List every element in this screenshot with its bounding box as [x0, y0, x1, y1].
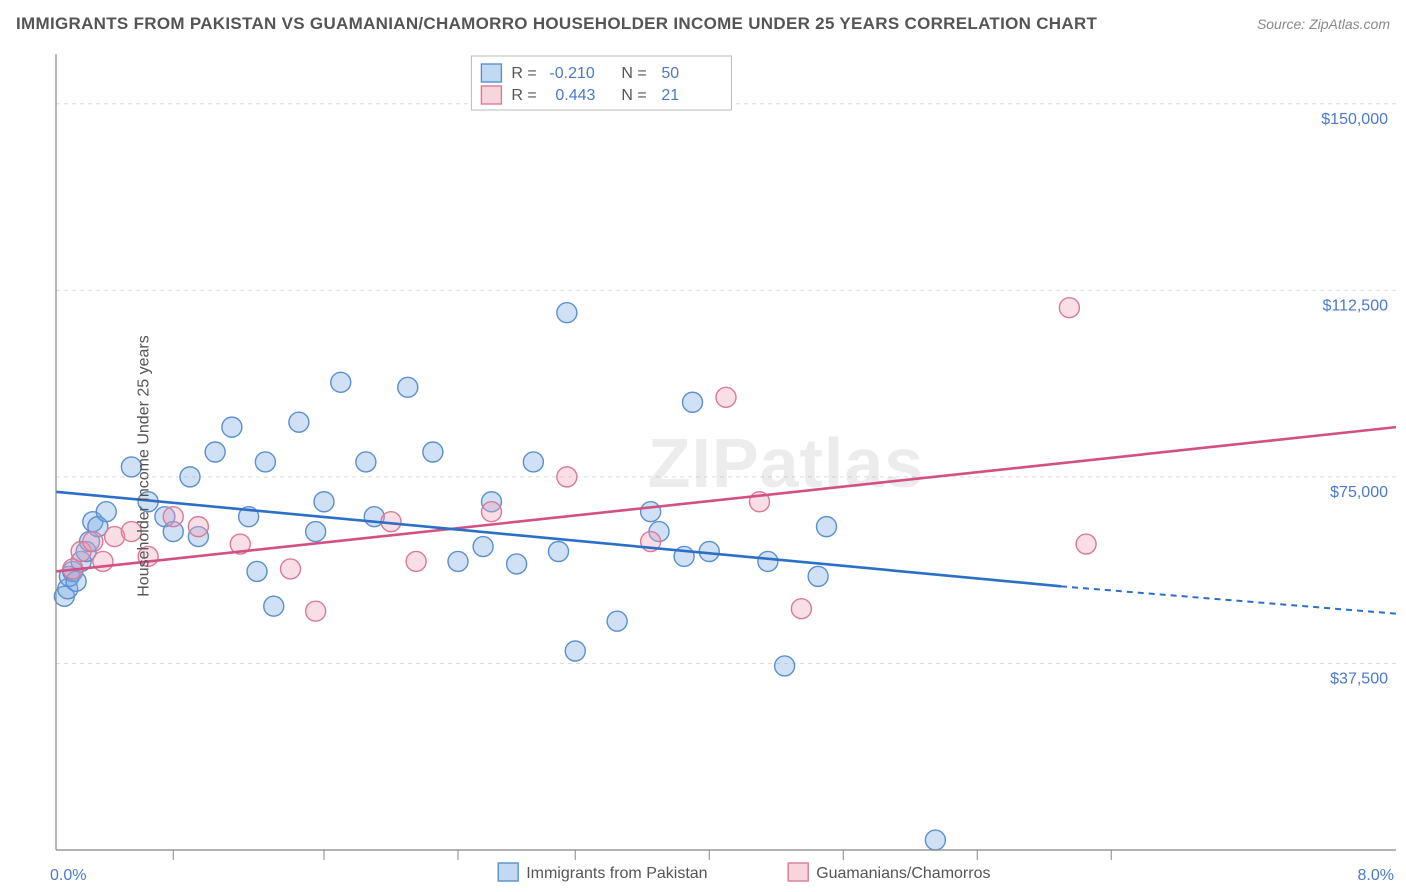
data-point [180, 467, 200, 487]
data-point [306, 601, 326, 621]
trend-line-blue-dashed [1061, 586, 1396, 613]
data-point [775, 656, 795, 676]
x-label-left: 0.0% [50, 867, 86, 884]
scatter-chart: $37,500 $75,000 $112,500 $150,000 ZIPatlas 0.… [0, 40, 1406, 892]
data-point [423, 442, 443, 462]
legend-label-pink: Guamanians/Chamorros [816, 865, 990, 882]
data-point [808, 566, 828, 586]
legend-swatch-pink [788, 863, 808, 881]
data-point [188, 517, 208, 537]
data-point [222, 417, 242, 437]
stats-R-pink: 0.443 [555, 87, 595, 104]
data-point [205, 442, 225, 462]
data-point [565, 641, 585, 661]
data-point [163, 507, 183, 527]
y-tick-label: $112,500 [1322, 297, 1388, 314]
stats-R-label: R = [511, 65, 536, 82]
data-point [93, 551, 113, 571]
data-point [247, 561, 267, 581]
watermark: ZIPatlas [648, 424, 924, 502]
data-point [557, 303, 577, 323]
data-point [264, 596, 284, 616]
source-label: Source: ZipAtlas.com [1257, 16, 1390, 32]
stats-R-blue: -0.210 [549, 65, 594, 82]
x-label-right: 8.0% [1358, 867, 1394, 884]
data-point [817, 517, 837, 537]
data-point [507, 554, 527, 574]
data-point [683, 392, 703, 412]
data-point [473, 537, 493, 557]
chart-title: IMMIGRANTS FROM PAKISTAN VS GUAMANIAN/CH… [16, 14, 1097, 34]
data-point [331, 372, 351, 392]
y-tick-label: $150,000 [1321, 111, 1388, 128]
stats-legend-box [471, 56, 731, 110]
data-point [549, 542, 569, 562]
data-point [607, 611, 627, 631]
chart-container: Householder Income Under 25 years $37,50… [0, 40, 1406, 892]
data-point [356, 452, 376, 472]
stats-N-pink: 21 [661, 87, 679, 104]
data-point [716, 387, 736, 407]
data-point [281, 559, 301, 579]
stats-N-label2: N = [621, 87, 646, 104]
data-point [925, 830, 945, 850]
data-point [306, 522, 326, 542]
data-point [96, 502, 116, 522]
data-point [758, 551, 778, 571]
header: IMMIGRANTS FROM PAKISTAN VS GUAMANIAN/CH… [0, 0, 1406, 40]
data-point [398, 377, 418, 397]
data-point [1059, 298, 1079, 318]
data-point [448, 551, 468, 571]
data-point [1076, 534, 1096, 554]
stats-swatch-pink [481, 86, 501, 104]
y-tick-label: $37,500 [1330, 670, 1388, 687]
data-point [83, 532, 103, 552]
y-axis-label: Householder Income Under 25 years [136, 335, 154, 596]
stats-N-blue: 50 [661, 65, 679, 82]
data-point [289, 412, 309, 432]
data-point [791, 599, 811, 619]
data-point [482, 502, 502, 522]
legend-label-blue: Immigrants from Pakistan [526, 865, 707, 882]
stats-swatch-blue [481, 64, 501, 82]
data-point [557, 467, 577, 487]
data-point [641, 502, 661, 522]
data-point [406, 551, 426, 571]
data-point [523, 452, 543, 472]
stats-R-label2: R = [511, 87, 536, 104]
data-point [255, 452, 275, 472]
legend-swatch-blue [498, 863, 518, 881]
data-point [314, 492, 334, 512]
stats-N-label: N = [621, 65, 646, 82]
y-tick-label: $75,000 [1330, 484, 1388, 501]
